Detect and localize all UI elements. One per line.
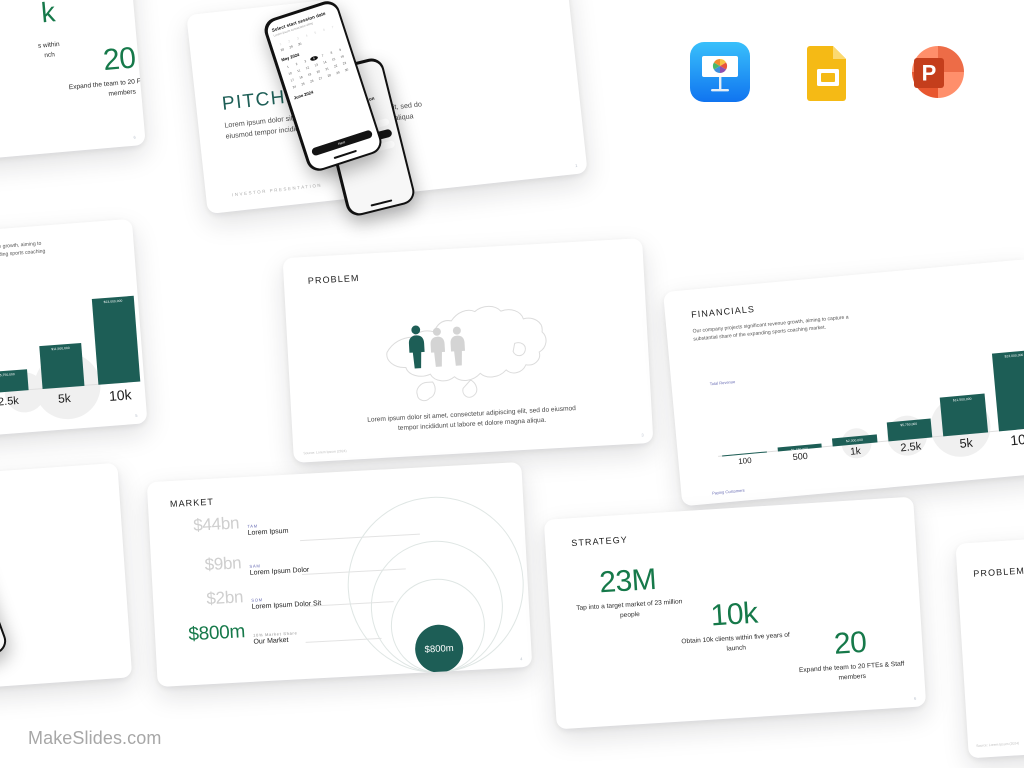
bar-500: $1,150,000 [770,370,822,452]
strategy-stat-3: 20 Expand the team to 20 FTEs & Staff me… [793,625,908,686]
problem-eyebrow: PROBLEM [307,272,360,286]
hong-kong-map-outline [386,305,547,402]
strategy-stat-1-caption: Tap into a target market of 23 million p… [576,598,683,620]
app-icons-row: P [690,42,966,102]
strategy-stat-3-caption: Expand the team to 20 FTEs & Staff membe… [798,660,905,682]
market-row-som: $2bn SOM Lorem Ipsum Dolor Sit [173,583,321,615]
market-value-our-market: $800m [187,621,246,646]
market-row-our-market: $800m 10% Market Share Our Market [174,618,298,650]
pitch-deck-footer: INVESTOR PRESENTATION [231,182,323,198]
slide-card-phones-cropped[interactable]: Select start session date Lorem ipsum co… [0,462,133,693]
strategy-stat-2-caption: Obtain 10k clients within five years of … [681,631,790,653]
home-indicator [333,149,357,159]
financials-chart: Total Revenue Paying Customers $1,150,00… [685,349,1024,499]
stat-expand-team: 20 Expand the team to 20 FTEs & Staff me… [63,40,146,104]
problem-cropped-eyebrow: PROBLEM [973,565,1024,579]
market-value-sam: $9bn [204,553,242,575]
slide-card-financials[interactable]: FINANCIALS Our company projects signific… [663,258,1024,507]
slide-number: 4 [520,656,523,662]
slide-card-problem-cropped[interactable]: PROBLEM Source: Lorem Ipsum (2024) [955,532,1024,759]
strategy-stat-2: 10k Obtain 10k clients within five years… [677,597,792,658]
bar-100 [715,375,767,457]
map-illustration [370,289,566,414]
keynote-icon[interactable] [690,42,750,102]
calendar-selected-day: 6 [309,55,319,62]
market-value-som: $2bn [205,587,244,609]
strategy-stat-3-number: 20 [832,625,868,661]
bar-5k: $11,500,000 [936,355,988,437]
market-eyebrow: MARKET [169,496,215,510]
svg-text:P: P [922,61,937,86]
market-value-tam: $44bn [192,513,240,535]
market-core-label: $800m [424,642,454,655]
slide-card-problem[interactable]: PROBLEM [282,238,654,463]
market-row-tam: $44bn TAM Lorem Ipsum [169,511,289,541]
market-rings: $800m [333,484,533,687]
bar-1k: $2,300,000 [826,365,878,447]
slide-number: 6 [133,134,137,140]
strategy-stat-1: 23M Tap into a target market of 23 milli… [571,563,686,624]
problem-source: Source: Lorem Ipsum (2024) [303,448,347,456]
financials-eyebrow: FINANCIALS [690,303,756,320]
strategy-stat-1-number: 23M [598,562,658,600]
watermark-makeslides: MakeSlides.com [28,728,162,748]
market-label-tam: Lorem Ipsum [247,527,289,537]
slide-card-financials-cropped[interactable]: Our company projects significant revenue… [0,218,148,443]
calendar-month-june: June 2024 [293,89,314,101]
financials-cropped-bars: $2,300,000 $5,750,000 $11,500,000 $23,00… [0,295,141,398]
people-icons [408,325,466,369]
slide-number: 1 [574,162,579,169]
phone-mockup-time-picker-cropped: Select start session time Lorem ipsum do… [0,511,10,672]
bar-10k: $23,000,000 [991,349,1024,432]
home-indicator [370,199,393,207]
slide-card-strategy[interactable]: STRATEGY 23M Tap into a target market of… [543,496,927,730]
google-slides-icon[interactable] [798,42,858,102]
slide-card-strategy-cropped[interactable]: k s within nch 20 Expand the team to 20 F… [0,0,146,167]
bar-2.5k: $5,750,000 [881,360,933,442]
stat-partial: k [1,0,95,31]
phone-next-button[interactable]: Next [310,129,373,157]
market-row-sam: $9bn SAM Lorem Ipsum Dolor [171,550,309,581]
stat-partial-number: k [39,0,56,29]
person-icon-muted [430,327,446,367]
financials-x-axis-label: Paying Customers [711,487,745,496]
slide-number: 5 [135,412,139,419]
slide-card-market[interactable]: MARKET $44bn TAM Lorem Ipsum $9bn SAM Lo… [146,462,533,687]
person-icon-muted [450,326,466,366]
strategy-stat-2-number: 10k [709,596,759,633]
market-label-our-market: Our Market [253,636,289,646]
slide-number: 3 [641,432,645,438]
person-icon-highlighted [408,325,425,369]
financials-cropped-chart: $2,300,000 $5,750,000 $11,500,000 $23,00… [0,272,143,439]
powerpoint-icon[interactable]: P [906,42,966,102]
problem-cropped-source: Source: Lorem Ipsum (2024) [976,741,1020,748]
strategy-eyebrow: STRATEGY [570,534,629,549]
financials-cropped-desc: Our company projects significant revenue… [0,240,46,265]
slide-number: 6 [913,695,917,701]
